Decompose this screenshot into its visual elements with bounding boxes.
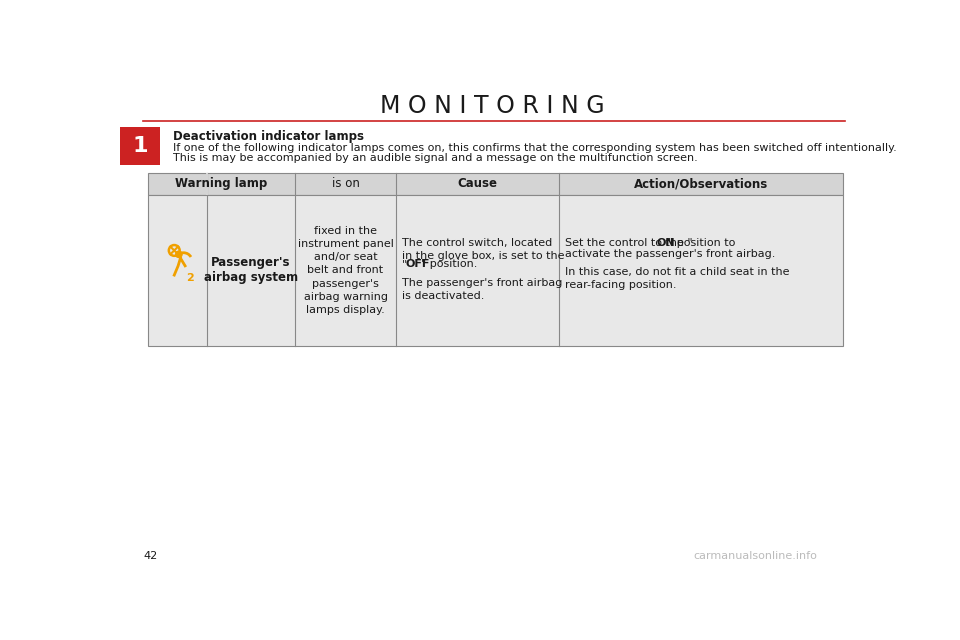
Text: The control switch, located
in the glove box, is set to the: The control switch, located in the glove… (402, 238, 564, 261)
Bar (206, 173, 207, 195)
Text: 1: 1 (132, 136, 148, 156)
Text: 42: 42 (143, 551, 157, 561)
Text: Passenger's
airbag system: Passenger's airbag system (204, 257, 298, 284)
Text: 2: 2 (186, 273, 194, 283)
Text: ": " (402, 259, 407, 269)
Text: " position.: " position. (421, 259, 478, 269)
Text: Set the control to the ": Set the control to the " (564, 238, 692, 248)
Text: is on: is on (331, 177, 359, 190)
Text: Warning lamp: Warning lamp (176, 177, 268, 190)
Bar (148, 173, 843, 195)
Text: The passenger's front airbag
is deactivated.: The passenger's front airbag is deactiva… (402, 278, 563, 301)
Bar (148, 195, 843, 346)
Circle shape (175, 250, 182, 258)
Text: Cause: Cause (457, 177, 497, 190)
Text: Action/Observations: Action/Observations (634, 177, 768, 190)
Text: This is may be accompanied by an audible signal and a message on the multifuncti: This is may be accompanied by an audible… (173, 154, 698, 163)
Text: carmanualsonline.info: carmanualsonline.info (693, 551, 817, 561)
Text: " position to: " position to (668, 238, 735, 248)
Text: Deactivation indicator lamps: Deactivation indicator lamps (173, 129, 364, 143)
Text: In this case, do not fit a child seat in the
rear-facing position.: In this case, do not fit a child seat in… (564, 267, 789, 290)
Text: activate the passenger's front airbag.: activate the passenger's front airbag. (564, 249, 776, 259)
Text: fixed in the
instrument panel
and/or seat
belt and front
passenger's
airbag warn: fixed in the instrument panel and/or sea… (298, 226, 394, 315)
Bar (120, 127, 160, 165)
Text: OFF: OFF (406, 259, 430, 269)
Text: ON: ON (657, 238, 675, 248)
Text: If one of the following indicator lamps comes on, this confirms that the corresp: If one of the following indicator lamps … (173, 143, 897, 154)
Text: M O N I T O R I N G: M O N I T O R I N G (380, 94, 604, 118)
